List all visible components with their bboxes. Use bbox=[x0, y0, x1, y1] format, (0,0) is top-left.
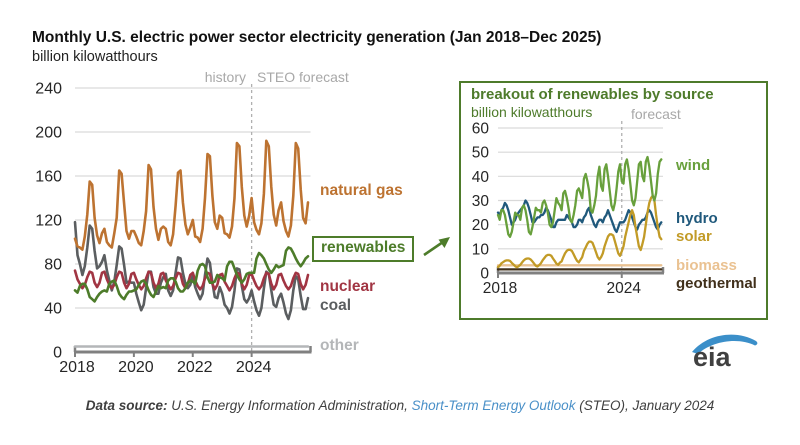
logo-text: eia bbox=[693, 342, 731, 372]
coal-label: coal bbox=[320, 297, 352, 314]
y-tick-label: 80 bbox=[44, 257, 62, 274]
nuclear-label: nuclear bbox=[320, 278, 376, 295]
history-label: history bbox=[204, 69, 246, 85]
renewables-label-box: renewables bbox=[312, 236, 415, 262]
y-tick-label: 30 bbox=[472, 193, 490, 210]
data-source-org: U.S. Energy Information Administration, bbox=[167, 398, 412, 413]
y-tick-label: 50 bbox=[472, 145, 490, 162]
biomass-label: biomass bbox=[676, 257, 737, 274]
natural-gas-label: natural gas bbox=[320, 182, 403, 199]
wind-label: wind bbox=[676, 157, 711, 174]
eia-logo: eia bbox=[690, 329, 762, 381]
geothermal-label: geothermal bbox=[676, 275, 757, 292]
y-tick-label: 120 bbox=[35, 213, 62, 230]
y-tick-label: 0 bbox=[53, 345, 62, 362]
hydro-label: hydro bbox=[676, 210, 718, 227]
inset-forecast-label: forecast bbox=[631, 106, 681, 122]
series-line-renewables bbox=[73, 246, 310, 303]
series-line-natural-gas bbox=[73, 139, 310, 251]
y-tick-label: 10 bbox=[472, 241, 490, 258]
x-tick-label: 2022 bbox=[177, 359, 213, 376]
x-tick-label: 2024 bbox=[607, 280, 642, 297]
y-tick-label: 40 bbox=[472, 169, 490, 186]
steo-link[interactable]: Short-Term Energy Outlook bbox=[411, 398, 576, 413]
other-label: other bbox=[320, 337, 359, 354]
y-tick-label: 60 bbox=[472, 121, 490, 138]
y-tick-label: 20 bbox=[472, 217, 490, 234]
series-line-nuclear bbox=[73, 269, 310, 292]
x-tick-label: 2024 bbox=[236, 359, 272, 376]
x-tick-label: 2020 bbox=[118, 359, 154, 376]
data-source-label: Data source: bbox=[85, 398, 168, 413]
y-tick-label: 240 bbox=[35, 81, 62, 98]
logo-swoosh-icon bbox=[692, 334, 758, 354]
x-tick-label: 2018 bbox=[483, 280, 517, 297]
solar-label: solar bbox=[676, 228, 712, 245]
page-title: Monthly U.S. electric power sector elect… bbox=[32, 29, 602, 46]
arrow-to-inset-icon bbox=[423, 237, 450, 257]
y-tick-label: 0 bbox=[480, 266, 489, 283]
units-label: billion kilowatthours bbox=[32, 49, 158, 65]
y-tick-label: 40 bbox=[44, 301, 62, 318]
inset-title: breakout of renewables by source bbox=[471, 86, 714, 103]
series-line-wind bbox=[496, 155, 663, 238]
inset-units-label: billion kilowatthours bbox=[471, 104, 593, 120]
data-source-rest: (STEO), January 2024 bbox=[575, 398, 715, 413]
y-tick-label: 160 bbox=[35, 169, 62, 186]
steo-forecast-label: STEO forecast bbox=[257, 69, 349, 85]
x-tick-label: 2018 bbox=[59, 359, 95, 376]
y-tick-label: 200 bbox=[35, 125, 62, 142]
data-source-note: Data source: U.S. Energy Information Adm… bbox=[0, 398, 800, 413]
series-line-solar bbox=[496, 194, 663, 269]
